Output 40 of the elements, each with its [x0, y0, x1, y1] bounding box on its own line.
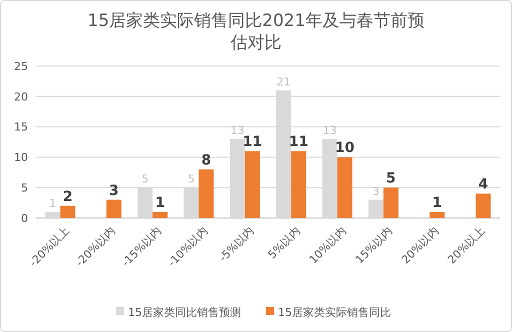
bar [291, 151, 306, 218]
data-label: 11 [288, 134, 308, 150]
bar [430, 212, 445, 218]
bar [45, 212, 60, 218]
bar [337, 157, 352, 218]
legend-label: 15居家类实际销售同比 [278, 306, 391, 319]
data-label: 3 [372, 184, 380, 198]
bar [368, 200, 384, 218]
x-tick-label: 5%以内 [266, 224, 303, 262]
data-label: 4 [478, 176, 488, 193]
data-label: 8 [201, 152, 212, 168]
bar [198, 169, 214, 218]
y-tick-label: 0 [21, 212, 28, 225]
data-label: 5 [142, 172, 149, 186]
data-label: 21 [276, 75, 291, 88]
bar [106, 200, 122, 218]
y-tick-label: 20 [14, 90, 28, 104]
bar [152, 212, 168, 218]
data-label: 5 [188, 172, 195, 186]
y-tick-label: 25 [14, 60, 28, 73]
bar [476, 194, 491, 218]
bar [383, 188, 398, 218]
data-label: 1 [432, 194, 442, 211]
bar [244, 151, 260, 218]
chart-title: 15居家类实际销售同比2021年及与春节前预估对比 [88, 11, 424, 53]
data-label: 13 [322, 124, 337, 137]
data-label: 5 [386, 170, 396, 187]
bar [60, 206, 76, 218]
legend-label: 15居家类同比销售预测 [128, 306, 241, 319]
data-label: 2 [62, 188, 73, 205]
y-tick-label: 5 [21, 181, 28, 194]
x-tick-label: -5%以内 [216, 224, 256, 264]
data-label: 1 [155, 194, 165, 211]
data-label: 10 [335, 140, 355, 156]
y-tick-label: 10 [14, 151, 28, 164]
data-label: 11 [242, 134, 262, 150]
data-label: 1 [49, 196, 56, 210]
data-label: 13 [230, 124, 244, 137]
y-tick-label: 15 [14, 120, 28, 134]
data-label: 3 [109, 182, 119, 199]
